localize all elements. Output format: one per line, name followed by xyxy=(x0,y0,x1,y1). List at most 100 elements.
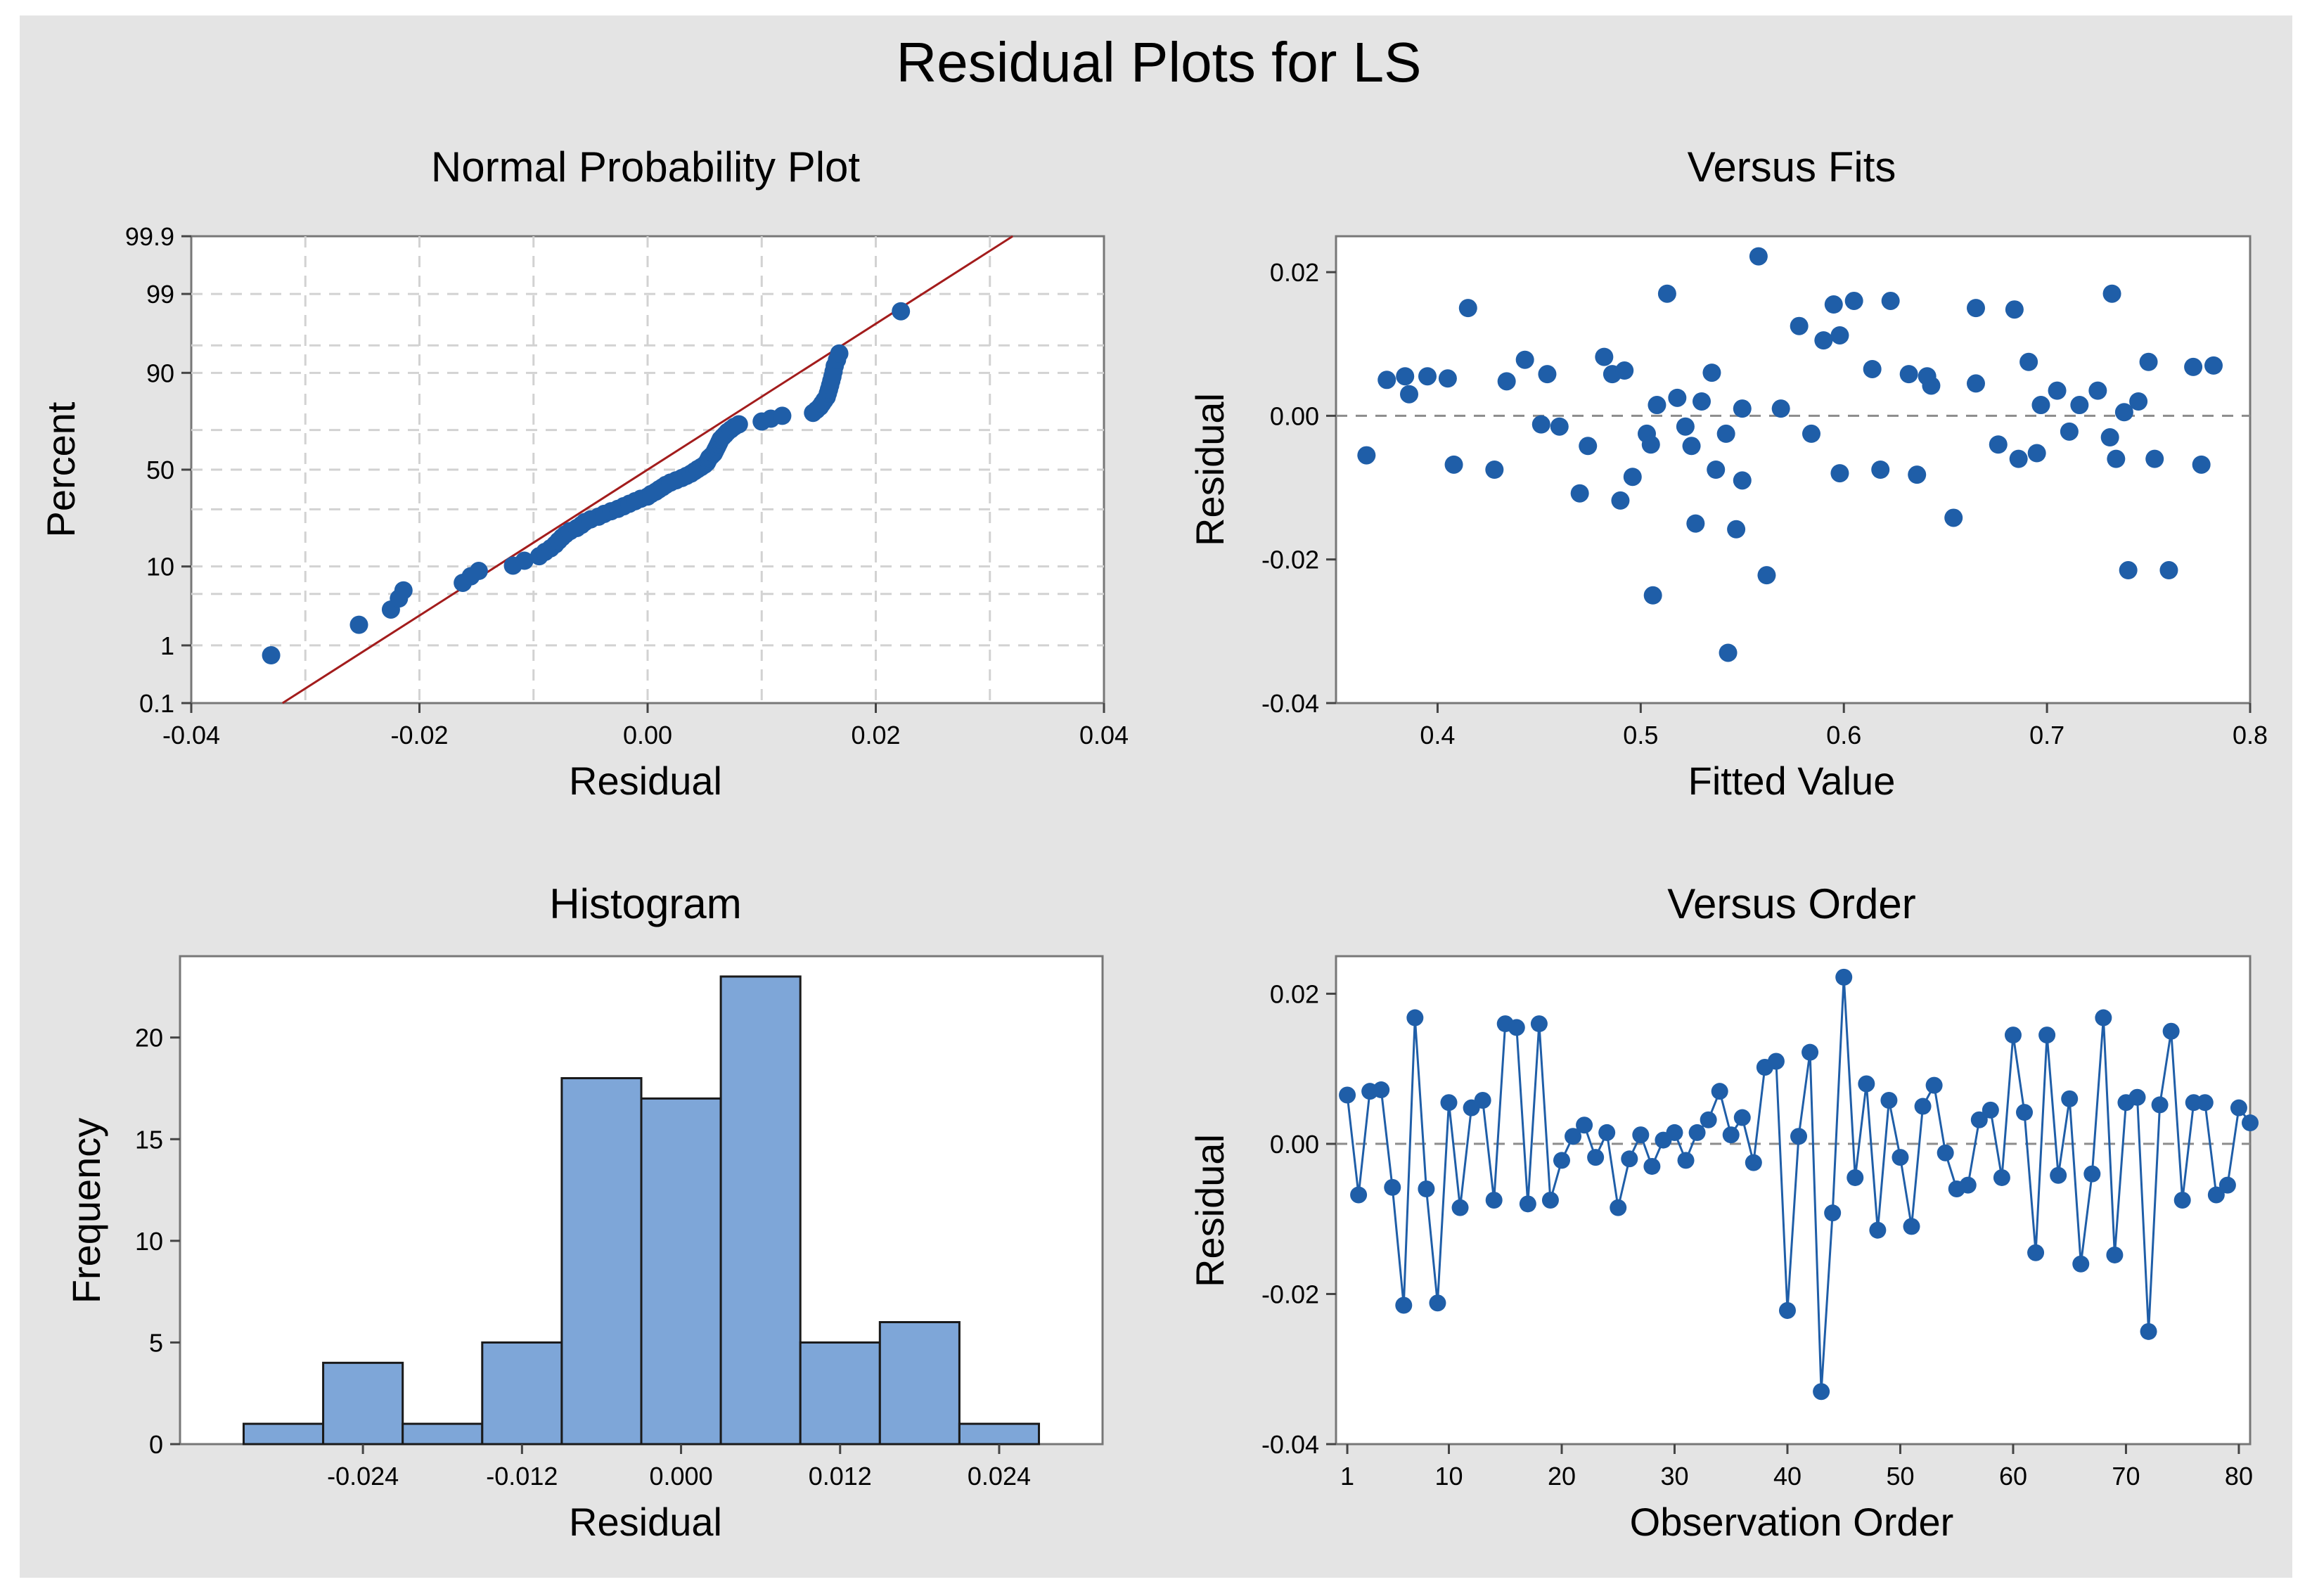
npp-x-tick-label: 0.04 xyxy=(1079,721,1129,749)
order-point xyxy=(2106,1246,2124,1263)
fits-point xyxy=(2070,396,2089,415)
fits-point xyxy=(2145,449,2164,468)
fits-point xyxy=(2027,444,2046,463)
order-point xyxy=(1530,1015,1548,1033)
hist-title: Histogram xyxy=(549,880,741,927)
order-point xyxy=(1767,1053,1785,1070)
fits-point xyxy=(1550,417,1569,436)
hist-x-tick-label: -0.024 xyxy=(327,1462,399,1491)
npp-point xyxy=(394,581,413,600)
order-point xyxy=(1451,1199,1469,1216)
fits-point xyxy=(1944,508,1963,527)
fits-point xyxy=(2114,403,2133,422)
order-point xyxy=(1339,1086,1356,1104)
fits-point xyxy=(1922,376,1941,395)
order-point xyxy=(1418,1180,1435,1197)
npp-point xyxy=(773,406,792,425)
fits-xlabel: Fitted Value xyxy=(1688,759,1896,803)
fits-point xyxy=(1438,369,1457,388)
order-point xyxy=(1474,1091,1491,1109)
order-point xyxy=(1350,1186,1368,1204)
order-point xyxy=(1993,1169,2010,1186)
order-point xyxy=(1598,1124,1616,1141)
fits-point xyxy=(1615,361,1634,380)
npp-y-tick-label: 0.1 xyxy=(139,689,174,718)
fits-point xyxy=(1641,435,1660,454)
hist-y-tick-label: 5 xyxy=(149,1328,163,1357)
order-point xyxy=(1903,1218,1920,1235)
fits-point xyxy=(1830,326,1849,345)
hist-x-tick-label: 0.024 xyxy=(968,1462,1031,1491)
versus-fits-plot: 0.4 0.5 0.6 0.7 0.8 -0.04 -0.02 0.00 0.02 xyxy=(1261,235,2268,749)
order-point xyxy=(1700,1111,1717,1128)
hist-bar xyxy=(242,1422,325,1446)
order-point xyxy=(1587,1149,1605,1166)
order-x-tick-label: 60 xyxy=(1999,1462,2027,1491)
fits-point xyxy=(1579,437,1598,456)
fits-point xyxy=(1899,365,1918,384)
hist-bar xyxy=(719,975,802,1446)
hist-bar xyxy=(322,1361,404,1446)
order-point xyxy=(1553,1152,1570,1169)
fits-point xyxy=(1814,331,1833,350)
npp-title: Normal Probability Plot xyxy=(431,143,861,191)
order-point xyxy=(2196,1094,2214,1112)
fits-point xyxy=(1595,347,1614,366)
order-point xyxy=(1892,1149,1909,1166)
fits-point xyxy=(1570,484,1589,503)
fits-point xyxy=(1733,399,1752,418)
fits-point xyxy=(1497,372,1516,391)
fits-point xyxy=(2102,284,2121,303)
fits-point xyxy=(1643,586,1662,605)
order-point xyxy=(1790,1128,1808,1145)
fits-point xyxy=(1400,385,1418,404)
npp-point xyxy=(349,615,368,634)
npp-x-tick-label: -0.02 xyxy=(390,721,448,749)
order-point xyxy=(1395,1296,1413,1314)
order-point xyxy=(2050,1166,2067,1184)
order-point xyxy=(1440,1094,1458,1112)
npp-xlabel: Residual xyxy=(569,759,722,803)
fits-y-tick-label: -0.02 xyxy=(1261,546,1319,574)
hist-y-tick-label: 20 xyxy=(135,1024,163,1053)
fits-point xyxy=(2129,392,2148,411)
order-point xyxy=(1824,1204,1842,1222)
hist-y-tick-label: 10 xyxy=(135,1227,163,1256)
npp-y-tick-label: 90 xyxy=(146,359,174,387)
order-point xyxy=(1869,1221,1887,1239)
order-point xyxy=(2162,1022,2180,1040)
hist-bar xyxy=(481,1341,563,1446)
order-point xyxy=(1565,1128,1582,1145)
fits-point xyxy=(1396,367,1415,386)
order-x-tick-label: 1 xyxy=(1340,1462,1354,1491)
versus-order-plot: 1 10 20 30 40 50 60 70 80 -0.04 -0.02 0.00 0.02 xyxy=(1261,955,2259,1491)
order-point xyxy=(1485,1192,1503,1209)
npp-x-tick-label: 0.00 xyxy=(623,721,672,749)
npp-y-tick-label: 99 xyxy=(146,280,174,309)
fits-point xyxy=(1538,365,1557,384)
npp-y-tick-label: 99.9 xyxy=(125,222,174,251)
fits-point xyxy=(1657,284,1676,303)
order-point xyxy=(2072,1255,2090,1273)
hist-x-tick-label: 0.000 xyxy=(650,1462,713,1491)
order-title: Versus Order xyxy=(1667,880,1915,927)
order-point xyxy=(1632,1126,1650,1144)
order-point xyxy=(1847,1169,1864,1186)
fits-point xyxy=(2019,352,2038,371)
fits-point xyxy=(1702,363,1721,382)
npp-fit-line xyxy=(281,235,1014,704)
npp-point xyxy=(892,302,911,321)
order-point xyxy=(1778,1301,1796,1319)
order-x-tick-label: 20 xyxy=(1548,1462,1576,1491)
order-point xyxy=(2061,1090,2079,1107)
order-point xyxy=(2083,1165,2101,1183)
fits-point xyxy=(1515,350,1534,369)
fits-point xyxy=(1802,424,1820,443)
fits-y-tick-label: 0.00 xyxy=(1270,401,1319,430)
npp-y-tick-label: 10 xyxy=(146,553,174,581)
order-point xyxy=(1802,1043,1819,1061)
fits-point xyxy=(1881,291,1900,310)
order-point xyxy=(2207,1186,2225,1204)
fits-point xyxy=(1418,367,1437,386)
